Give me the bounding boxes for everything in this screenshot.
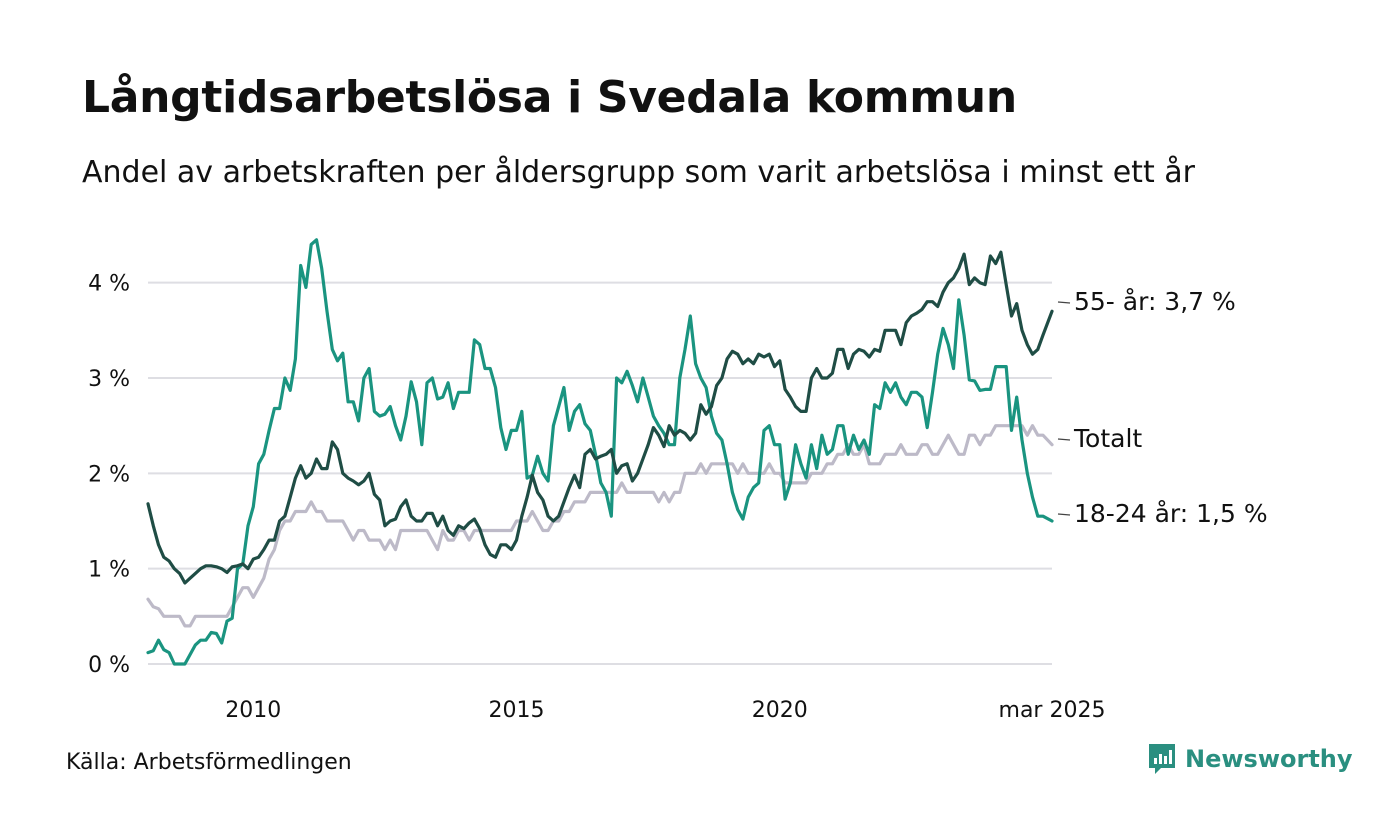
end-label: Totalt <box>1073 424 1142 453</box>
y-tick-label: 0 % <box>88 653 130 678</box>
brand-logo: Newsworthy <box>1147 742 1353 776</box>
source-note: Källa: Arbetsförmedlingen <box>66 750 352 775</box>
x-tick-label: mar 2025 <box>999 698 1106 723</box>
series-lines <box>146 238 1054 666</box>
y-tick-label: 2 % <box>88 462 130 487</box>
brand-name: Newsworthy <box>1185 745 1353 773</box>
series-line-18-24-r <box>146 238 1054 666</box>
end-label: 55- år: 3,7 % <box>1074 287 1236 316</box>
chart-subtitle: Andel av arbetskraften per åldersgrupp s… <box>82 155 1195 190</box>
end-label-connector <box>1057 301 1071 304</box>
series-line-totalt <box>146 424 1054 628</box>
x-axis-ticks: 2010 2015 2020 mar 2025 <box>225 698 1105 723</box>
y-axis-ticks: 0 % 1 % 2 % 3 % 4 % <box>88 272 130 678</box>
chart-title: Långtidsarbetslösa i Svedala kommun <box>82 72 1017 123</box>
y-tick-label: 1 % <box>88 558 130 583</box>
end-label-connector <box>1057 513 1071 516</box>
end-labels: Totalt 18-24 år: 1,5 % 55- år: 3,7 % <box>1057 287 1268 528</box>
x-tick-label: 2020 <box>752 698 808 723</box>
y-tick-label: 4 % <box>88 272 130 297</box>
x-tick-label: 2010 <box>225 698 281 723</box>
end-label-connector <box>1057 438 1071 441</box>
series-line-55-r <box>146 250 1054 585</box>
y-tick-label: 3 % <box>88 367 130 392</box>
end-label: 18-24 år: 1,5 % <box>1074 499 1268 528</box>
newsworthy-logo-icon <box>1149 744 1175 774</box>
x-tick-label: 2015 <box>489 698 545 723</box>
